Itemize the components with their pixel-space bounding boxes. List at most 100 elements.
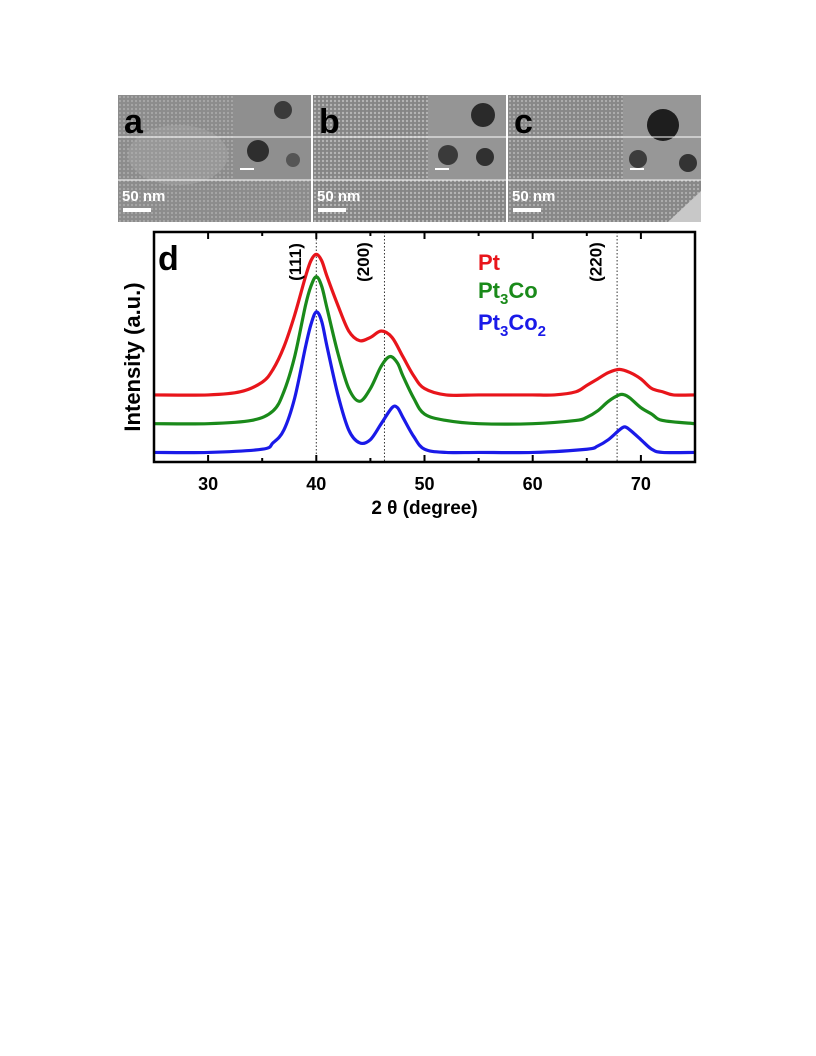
- data-point-1-27: [607, 400, 610, 403]
- data-point-1-4: [282, 390, 285, 393]
- data-point-0-32: [640, 378, 642, 380]
- xrd-chart: 30 40 50 60 70 (111) (200) (220) Pt Pt3CoPt3Co2…: [120, 230, 697, 519]
- panel-label-c: c: [514, 103, 533, 141]
- data-point-0-16: [380, 330, 383, 332]
- data-point-1-6: [304, 304, 307, 307]
- inset-scale-bar-b: [435, 168, 449, 170]
- data-point-0-35: [672, 394, 675, 396]
- data-point-0-25: [553, 394, 556, 396]
- tem-micrograph-c: [508, 95, 701, 222]
- data-point-2-23: [531, 451, 534, 454]
- data-point-0-27: [585, 384, 588, 387]
- data-point-1-29: [623, 394, 626, 396]
- legend-entry-0: Pt: [478, 250, 501, 275]
- data-point-2-20: [423, 448, 426, 451]
- data-point-0-33: [650, 387, 653, 390]
- legend-entry-1: Pt3Co: [478, 278, 538, 308]
- data-point-1-25: [585, 416, 588, 419]
- data-point-2-12: [347, 429, 350, 431]
- scale-bar-c: [513, 208, 541, 212]
- data-point-1-17: [396, 362, 399, 364]
- data-point-0-8: [309, 259, 312, 262]
- data-point-1-2: [250, 419, 253, 422]
- data-point-0-15: [369, 336, 372, 339]
- data-point-2-25: [596, 445, 599, 447]
- panel-label-d: d: [158, 240, 179, 278]
- data-point-2-26: [607, 438, 610, 441]
- data-point-1-28: [618, 394, 621, 396]
- inset-scale-bar-a: [240, 168, 254, 170]
- data-point-1-1: [207, 422, 210, 425]
- scale-label-c: 50 nm: [512, 188, 556, 205]
- data-point-2-7: [309, 323, 312, 326]
- data-point-1-21: [445, 419, 448, 422]
- data-point-0-4: [272, 368, 274, 371]
- data-point-0-13: [347, 330, 350, 332]
- data-point-0-20: [423, 387, 426, 390]
- data-point-2-15: [380, 422, 383, 425]
- data-point-0-24: [531, 394, 534, 396]
- tem-image-row: a 50 nm b: [118, 95, 702, 222]
- tem-panel-b: b 50 nm: [313, 95, 506, 222]
- data-point-2-5: [293, 397, 296, 400]
- data-point-2-30: [640, 438, 642, 441]
- x-tick-label-2: 50: [414, 474, 434, 494]
- reference-label-2: (220): [587, 242, 606, 282]
- data-point-1-23: [531, 422, 534, 425]
- data-point-2-13: [358, 441, 361, 444]
- tem-panel-c: c 50 nm: [508, 95, 701, 222]
- tem-panel-a: a 50 nm: [118, 95, 311, 222]
- data-point-2-8: [315, 310, 318, 313]
- data-point-2-21: [445, 451, 448, 454]
- data-point-0-19: [412, 374, 415, 377]
- data-point-1-31: [640, 406, 642, 409]
- panel-label-b: b: [319, 103, 340, 141]
- reference-label-1: (200): [354, 242, 373, 282]
- data-point-0-2: [239, 390, 242, 393]
- data-point-2-17: [396, 406, 399, 409]
- data-point-2-31: [650, 448, 653, 451]
- data-point-2-16: [391, 406, 393, 409]
- scale-bar-b: [318, 208, 346, 212]
- data-point-1-5: [293, 355, 296, 358]
- inset-scale-bar-c: [630, 168, 644, 170]
- series-line-1: [153, 275, 696, 426]
- x-tick-label-3: 60: [523, 474, 543, 494]
- data-point-0-12: [337, 304, 339, 307]
- data-point-1-14: [369, 387, 372, 390]
- data-point-1-11: [337, 352, 339, 355]
- reference-labels: (111) (200) (220): [286, 242, 606, 282]
- data-point-2-22: [477, 451, 480, 454]
- tem-micrograph-b: [313, 95, 506, 222]
- data-point-0-28: [596, 378, 599, 380]
- x-tick-label-4: 70: [631, 474, 651, 494]
- data-point-1-20: [423, 413, 426, 415]
- data-point-2-18: [401, 416, 404, 419]
- data-point-2-2: [261, 448, 264, 451]
- x-tick-label-0: 30: [198, 474, 218, 494]
- data-point-2-3: [272, 441, 274, 444]
- data-point-0-5: [282, 346, 285, 348]
- scale-label-a: 50 nm: [122, 188, 166, 205]
- y-axis-label: Intensity (a.u.): [120, 282, 145, 431]
- data-point-2-11: [337, 394, 339, 396]
- data-point-0-11: [326, 275, 329, 278]
- data-point-0-18: [401, 355, 404, 358]
- data-point-2-6: [304, 346, 307, 348]
- data-point-2-4: [282, 429, 285, 431]
- data-point-0-14: [358, 339, 361, 342]
- scale-label-b: 50 nm: [317, 188, 361, 205]
- data-point-1-16: [388, 355, 391, 358]
- data-point-1-22: [477, 422, 480, 425]
- data-point-2-29: [629, 429, 631, 431]
- data-point-1-24: [575, 419, 577, 422]
- legend-entry-2: Pt3Co2: [478, 310, 546, 340]
- x-tick-label-1: 40: [306, 474, 326, 494]
- data-point-0-10: [320, 259, 323, 262]
- series-line-2: [153, 310, 696, 455]
- data-point-0-22: [477, 394, 480, 396]
- data-point-0-23: [510, 394, 512, 396]
- data-point-2-10: [326, 346, 329, 348]
- data-point-0-29: [607, 371, 610, 374]
